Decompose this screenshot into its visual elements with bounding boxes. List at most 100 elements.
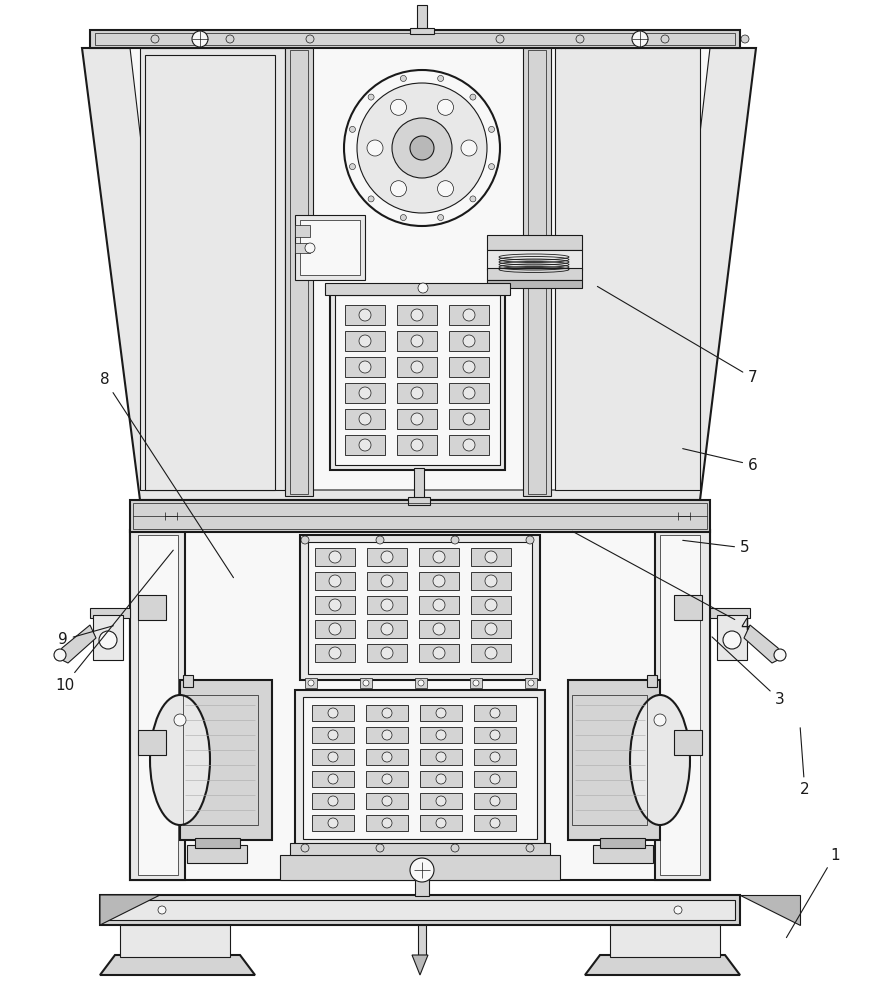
- Circle shape: [470, 196, 476, 202]
- Bar: [474, 727, 516, 743]
- Bar: [593, 845, 653, 863]
- Circle shape: [418, 680, 424, 686]
- Bar: [315, 548, 355, 566]
- Bar: [300, 220, 360, 275]
- Polygon shape: [568, 680, 660, 840]
- Bar: [449, 383, 489, 403]
- Circle shape: [301, 536, 309, 544]
- Circle shape: [490, 708, 500, 718]
- Circle shape: [436, 774, 446, 784]
- Bar: [647, 675, 657, 687]
- Text: 9: 9: [58, 626, 114, 648]
- Circle shape: [359, 413, 371, 425]
- Circle shape: [381, 623, 393, 635]
- Text: 2: 2: [800, 728, 809, 798]
- Circle shape: [436, 752, 446, 762]
- Circle shape: [328, 774, 338, 784]
- Circle shape: [328, 752, 338, 762]
- Circle shape: [411, 335, 423, 347]
- Bar: [312, 815, 354, 831]
- Circle shape: [382, 774, 392, 784]
- Bar: [138, 595, 166, 620]
- Bar: [367, 596, 407, 614]
- Circle shape: [363, 680, 369, 686]
- Text: 3: 3: [712, 637, 785, 708]
- Polygon shape: [585, 955, 740, 975]
- Bar: [305, 678, 317, 688]
- Circle shape: [54, 649, 66, 661]
- Bar: [471, 548, 511, 566]
- Bar: [312, 749, 354, 765]
- Circle shape: [328, 708, 338, 718]
- Bar: [140, 48, 285, 490]
- Bar: [315, 596, 355, 614]
- Circle shape: [436, 818, 446, 828]
- Bar: [130, 530, 185, 880]
- Circle shape: [376, 844, 384, 852]
- Bar: [474, 749, 516, 765]
- Bar: [572, 695, 647, 825]
- Text: 5: 5: [682, 540, 750, 556]
- Bar: [600, 838, 645, 848]
- Circle shape: [308, 680, 314, 686]
- Circle shape: [418, 283, 428, 293]
- Polygon shape: [130, 48, 710, 490]
- Circle shape: [463, 335, 475, 347]
- Bar: [345, 357, 385, 377]
- Circle shape: [392, 118, 452, 178]
- Circle shape: [329, 647, 341, 659]
- Bar: [474, 793, 516, 809]
- Circle shape: [490, 818, 500, 828]
- Circle shape: [376, 536, 384, 544]
- Bar: [90, 608, 130, 618]
- Bar: [285, 48, 313, 496]
- Circle shape: [632, 31, 648, 47]
- Bar: [187, 845, 247, 863]
- Bar: [95, 33, 735, 45]
- Circle shape: [359, 361, 371, 373]
- Bar: [710, 608, 750, 618]
- Circle shape: [382, 708, 392, 718]
- Bar: [419, 572, 459, 590]
- Bar: [471, 620, 511, 638]
- Bar: [366, 771, 408, 787]
- Bar: [449, 409, 489, 429]
- Circle shape: [344, 70, 500, 226]
- Circle shape: [741, 35, 749, 43]
- Bar: [397, 357, 437, 377]
- Circle shape: [306, 35, 314, 43]
- Circle shape: [359, 335, 371, 347]
- Bar: [366, 749, 408, 765]
- Circle shape: [381, 599, 393, 611]
- Bar: [419, 596, 459, 614]
- Bar: [487, 280, 582, 288]
- Circle shape: [463, 361, 475, 373]
- Circle shape: [328, 796, 338, 806]
- Bar: [471, 572, 511, 590]
- Circle shape: [411, 413, 423, 425]
- Bar: [410, 28, 434, 34]
- Circle shape: [382, 752, 392, 762]
- Bar: [674, 730, 702, 755]
- Bar: [312, 793, 354, 809]
- Bar: [367, 572, 407, 590]
- Circle shape: [433, 575, 445, 587]
- Bar: [312, 705, 354, 721]
- Bar: [420, 727, 462, 743]
- Circle shape: [451, 536, 459, 544]
- Circle shape: [305, 243, 315, 253]
- Bar: [367, 620, 407, 638]
- Bar: [367, 644, 407, 662]
- Circle shape: [329, 551, 341, 563]
- Bar: [471, 596, 511, 614]
- Bar: [408, 497, 430, 505]
- Bar: [717, 615, 747, 660]
- Bar: [130, 500, 710, 532]
- Circle shape: [401, 75, 406, 81]
- Circle shape: [401, 215, 406, 221]
- Circle shape: [301, 844, 309, 852]
- Bar: [360, 678, 372, 688]
- Circle shape: [390, 181, 407, 197]
- Circle shape: [411, 361, 423, 373]
- Circle shape: [451, 844, 459, 852]
